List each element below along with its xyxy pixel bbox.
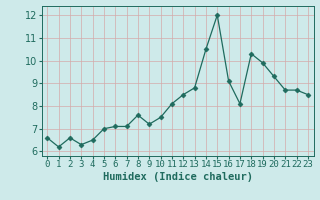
X-axis label: Humidex (Indice chaleur): Humidex (Indice chaleur) bbox=[103, 172, 252, 182]
